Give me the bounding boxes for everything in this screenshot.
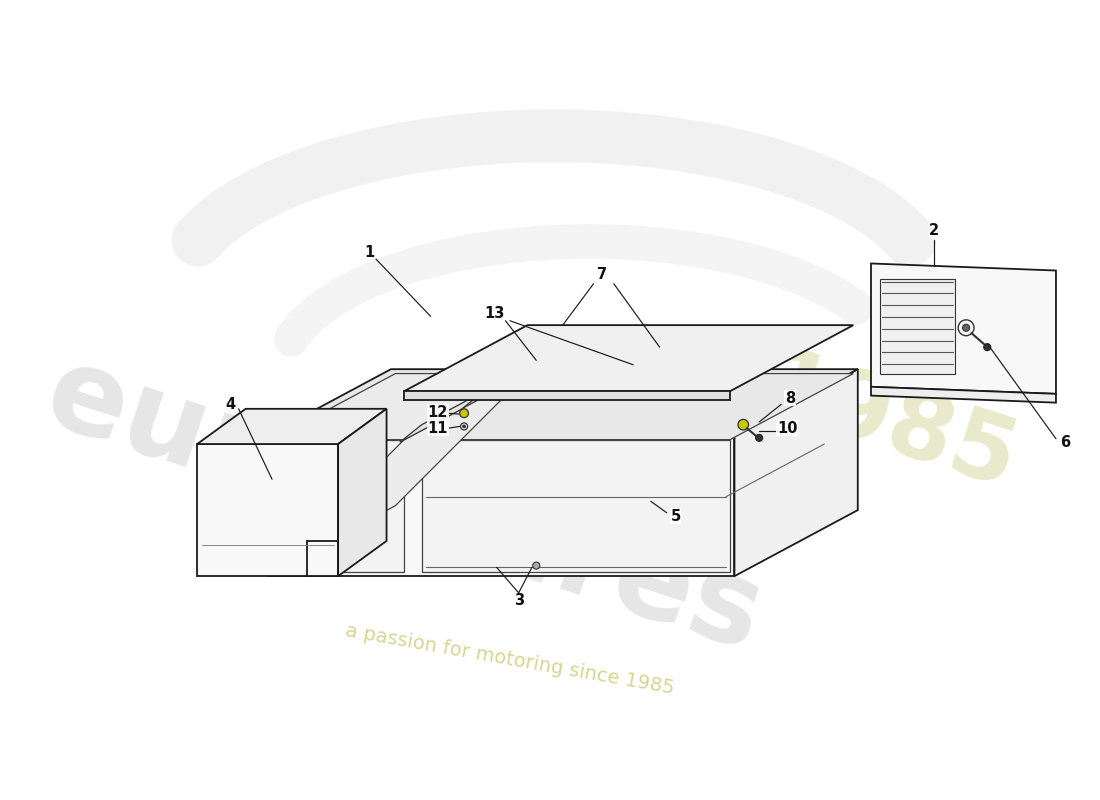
Polygon shape [267,435,735,576]
Text: 13: 13 [484,306,504,321]
Polygon shape [880,279,955,374]
Text: 2: 2 [930,223,939,238]
Text: 10: 10 [777,421,797,436]
Circle shape [962,324,969,331]
Polygon shape [272,440,404,572]
Text: 7: 7 [597,267,607,282]
Text: 1985: 1985 [749,342,1027,511]
Polygon shape [421,440,730,572]
Polygon shape [197,409,386,444]
Text: a passion for motoring since 1985: a passion for motoring since 1985 [344,622,675,698]
Polygon shape [404,391,730,400]
Text: 5: 5 [670,509,681,524]
Circle shape [756,434,762,442]
Circle shape [463,425,465,428]
Circle shape [738,419,749,430]
Polygon shape [197,444,338,576]
Polygon shape [399,392,483,442]
Circle shape [460,409,469,418]
Polygon shape [404,325,854,391]
Text: 6: 6 [1059,434,1070,450]
Polygon shape [272,374,528,572]
Text: 4: 4 [226,397,235,412]
Polygon shape [272,374,528,440]
Text: 12: 12 [428,405,448,420]
Text: 8: 8 [784,390,795,406]
Polygon shape [871,263,1056,394]
Circle shape [983,344,991,350]
Polygon shape [421,374,854,440]
Polygon shape [871,386,1056,402]
Text: 11: 11 [428,421,448,436]
Circle shape [532,562,540,569]
Polygon shape [338,409,386,576]
Text: 1: 1 [364,245,374,259]
Polygon shape [267,369,858,435]
Text: eurospares: eurospares [32,336,777,676]
Text: 3: 3 [514,594,524,608]
Polygon shape [735,369,858,576]
